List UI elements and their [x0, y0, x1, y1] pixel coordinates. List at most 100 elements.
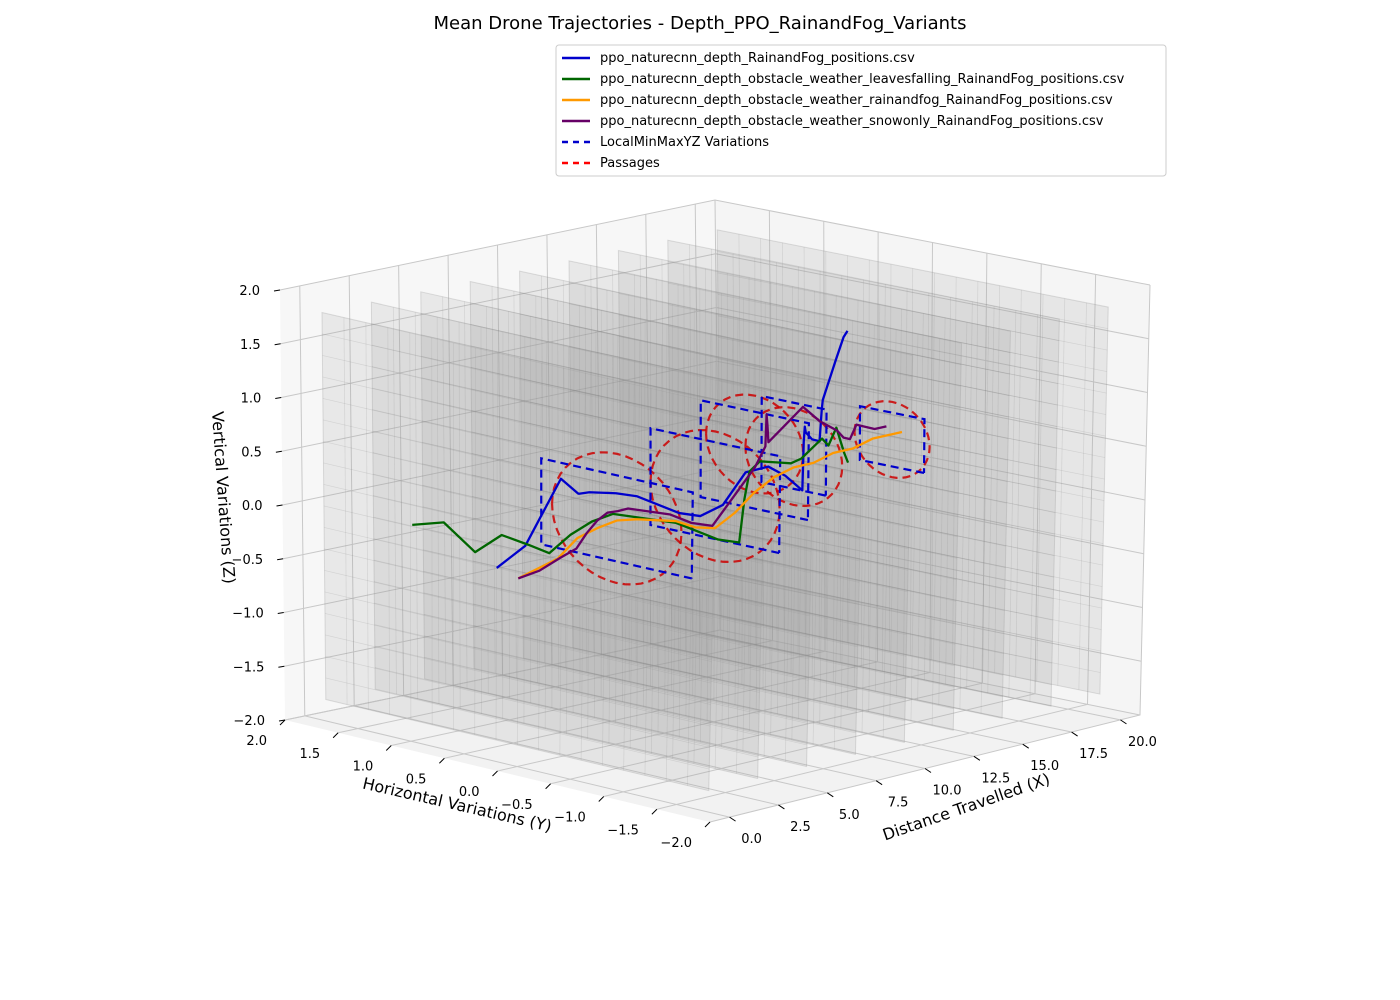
wall-mesh-line: [618, 293, 1010, 375]
y-tick-label: −2.0: [660, 836, 692, 851]
wall-mesh-line: [423, 613, 809, 703]
wall-mesh-line: [713, 313, 717, 701]
y-gridline: [656, 274, 1097, 810]
wall-mesh-line: [569, 346, 960, 430]
x-tick-label: 17.5: [1079, 747, 1108, 762]
wall-mesh-line: [373, 538, 761, 629]
wall-mesh-line: [1078, 302, 1087, 690]
wall-mesh-line: [868, 324, 875, 712]
wall-mesh-line: [619, 400, 1008, 483]
y-tick-mark: [439, 757, 445, 764]
wall-mesh-line: [521, 442, 910, 528]
passage-circle: [704, 393, 805, 495]
wall-mesh-line: [422, 506, 811, 595]
wall-mesh-line: [924, 292, 930, 680]
wall-mesh-line: [670, 497, 1054, 578]
legend-label: ppo_naturecnn_depth_obstacle_weather_sno…: [600, 114, 1104, 129]
wall-mesh-line: [994, 285, 1000, 673]
y-tick-label: 1.5: [299, 747, 320, 762]
wall-mesh-line: [952, 277, 957, 665]
wall-mesh-line: [668, 282, 1059, 363]
wall-mesh-line: [812, 357, 821, 745]
wall-mesh-line: [621, 551, 1005, 633]
y-tick-label: 0.5: [406, 772, 427, 787]
wall-mesh-line: [621, 314, 624, 702]
wall-mesh-line: [670, 540, 1053, 621]
y-gridline: [603, 263, 1042, 797]
y-tick-mark: [279, 719, 286, 726]
wall-mesh-line: [473, 625, 857, 712]
wall-mesh-line: [464, 301, 468, 689]
wall-mesh-line: [1036, 294, 1044, 682]
wall-mesh-line: [423, 549, 810, 638]
wall-mesh-line: [520, 356, 911, 442]
wall-mesh-line: [520, 399, 910, 485]
wall-mesh-line: [612, 270, 616, 658]
wall-mesh-line: [644, 388, 652, 776]
wall-mesh-line: [931, 338, 941, 726]
wall-mesh-line: [572, 583, 955, 667]
obstacle-wall: [667, 239, 1060, 707]
z-tick-label: 1.0: [241, 392, 262, 407]
z-tick-label: 0.5: [241, 445, 262, 460]
z-tick-label: 1.5: [240, 338, 261, 353]
wall-mesh-line: [669, 368, 1057, 449]
wall-mesh-line: [720, 573, 1101, 652]
passage-overlays: [540, 393, 931, 586]
wall-mesh-line: [372, 473, 763, 564]
wall-mesh-line: [522, 593, 906, 679]
wall-mesh-line: [472, 560, 858, 648]
wall-mesh-line: [966, 301, 973, 689]
wall-mesh-line: [784, 374, 794, 762]
wall-mesh-line: [474, 347, 476, 735]
x-tick-label: 5.0: [839, 808, 860, 823]
wall-mesh-line: [324, 527, 713, 619]
wall-mesh-line: [521, 507, 908, 593]
wall-mesh-line: [569, 325, 961, 409]
wall-mesh-line: [325, 634, 711, 727]
wall-mesh-line: [619, 357, 1009, 440]
wall-mesh-line: [719, 423, 1105, 501]
wall-mesh-line: [371, 323, 766, 414]
wall-mesh-line: [945, 297, 951, 685]
wall-mesh-line: [471, 453, 861, 540]
z-tick-label: −1.0: [232, 607, 264, 622]
wall-mesh-line: [738, 234, 743, 622]
wall-mesh-line: [470, 345, 863, 433]
wall-mesh-line: [541, 275, 545, 663]
wall-mesh-line: [538, 363, 542, 751]
obstacle-wall: [370, 301, 767, 780]
y-tick-mark: [704, 821, 711, 828]
wall-mesh-line: [520, 335, 912, 421]
y-tick-label: −1.0: [554, 811, 586, 826]
wall-mesh-line: [770, 348, 777, 736]
obstacle-wall: [568, 260, 963, 731]
wall-mesh-line: [571, 518, 957, 602]
wall-mesh-line: [683, 263, 686, 651]
wall-mesh-line: [365, 322, 369, 710]
wall-mesh-line: [535, 295, 538, 683]
wall-mesh-line: [325, 677, 710, 770]
wall-mesh-line: [720, 552, 1102, 630]
z-tick-mark: [275, 397, 282, 399]
wall-mesh-line: [486, 306, 489, 694]
z-tick-mark: [277, 558, 284, 561]
wall-mesh-line: [373, 495, 762, 586]
x-tick-label: 20.0: [1128, 735, 1157, 750]
wall-mesh-line: [608, 356, 613, 744]
wall-mesh-line: [917, 313, 924, 701]
wall-mesh-line: [374, 645, 759, 736]
wall-mesh-line: [572, 626, 954, 710]
z-axis-label: Vertical Variations (Z): [208, 411, 239, 585]
wall-mesh-line: [559, 368, 564, 756]
local-minmax-box: [760, 394, 828, 497]
wall-mesh-line: [322, 333, 717, 426]
wall-mesh-line: [671, 583, 1053, 664]
wall-mesh-line: [374, 667, 759, 758]
trajectory-line: [496, 330, 849, 569]
wall-mesh-line: [818, 270, 821, 658]
wall-mesh-line: [718, 337, 1106, 415]
wall-mesh-line: [580, 373, 586, 761]
wall-mesh-line: [392, 307, 397, 695]
wall-mesh-line: [522, 614, 906, 700]
